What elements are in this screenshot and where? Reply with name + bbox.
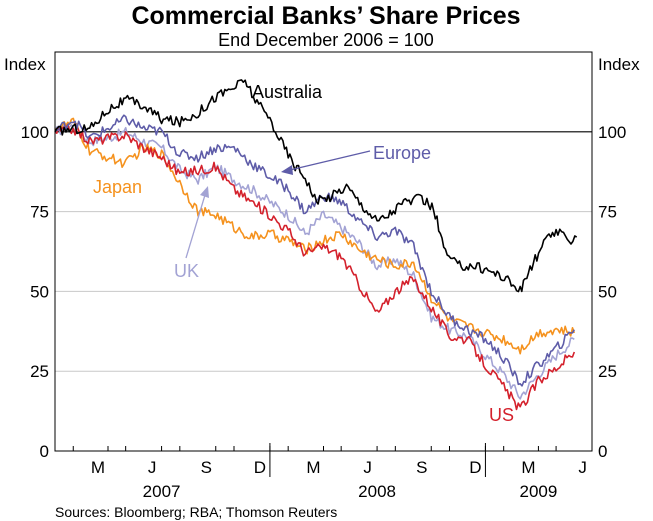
- x-tick-label: J: [363, 458, 372, 477]
- label-uk: UK: [174, 261, 199, 281]
- x-tick-label: M: [91, 458, 105, 477]
- y-tick-label-right: 75: [598, 203, 617, 222]
- label-us: US: [489, 405, 514, 425]
- y-tick-label-right: 0: [598, 442, 607, 461]
- y-tick-label-left: 25: [30, 362, 49, 381]
- series-lines: [54, 79, 578, 411]
- chart-title: Commercial Banks’ Share Prices: [131, 2, 520, 30]
- x-year-label: 2009: [520, 482, 558, 501]
- y-tick-label-left: 50: [30, 282, 49, 301]
- label-australia: Australia: [252, 82, 323, 102]
- plot-frame: [54, 51, 593, 452]
- series-line-australia: [54, 79, 578, 293]
- y-tick-label-right: 25: [598, 362, 617, 381]
- y-tick-label-right: 100: [598, 123, 626, 142]
- x-tick-label: D: [469, 458, 481, 477]
- series-line-uk: [54, 123, 575, 400]
- x-year-label: 2008: [358, 482, 396, 501]
- series-line-europe: [54, 114, 575, 387]
- x-tick-label: J: [578, 458, 587, 477]
- y-axis-label-right: Index: [598, 55, 640, 74]
- axes: 0 0 25 25 50 50 75 75 100 100 M J S D M J S D M J 2007 2008 20…: [21, 123, 627, 501]
- source-note: Sources: Bloomberg; RBA; Thomson Reuters: [55, 504, 337, 520]
- chart-subtitle: End December 2006 = 100: [218, 30, 434, 50]
- y-tick-label-right: 50: [598, 282, 617, 301]
- label-japan: Japan: [93, 177, 142, 197]
- x-tick-label: S: [201, 458, 212, 477]
- x-tick-label: M: [521, 458, 535, 477]
- x-year-label: 2007: [143, 482, 181, 501]
- series-line-us: [54, 123, 576, 411]
- y-tick-label-left: 75: [30, 203, 49, 222]
- y-tick-label-left: 0: [40, 442, 49, 461]
- series-line-japan: [54, 117, 576, 355]
- gridlines: [55, 131, 592, 372]
- europe-arrow: [281, 150, 371, 175]
- x-tick-label: D: [254, 458, 266, 477]
- y-axis-label-left: Index: [4, 55, 46, 74]
- uk-arrow: [185, 186, 209, 259]
- x-tick-label: J: [148, 458, 157, 477]
- y-tick-label-left: 100: [21, 123, 49, 142]
- x-tick-label: S: [416, 458, 427, 477]
- x-tick-label: M: [306, 458, 320, 477]
- label-europe: Europe: [373, 143, 431, 163]
